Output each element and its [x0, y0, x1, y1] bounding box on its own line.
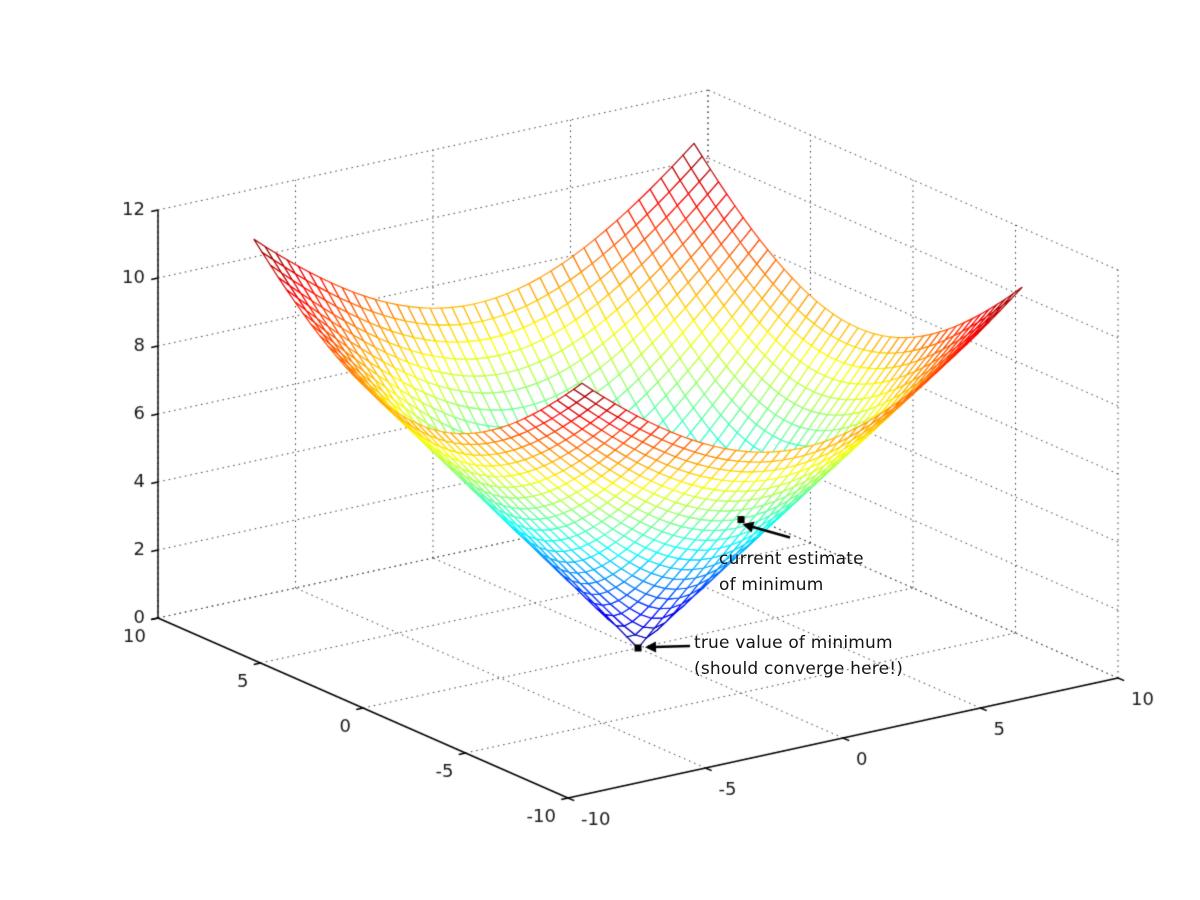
annotation-text-line: of minimum	[719, 574, 824, 595]
annotation-text-line: (should converge here!)	[694, 659, 904, 679]
annotation-text-line: current estimate	[719, 548, 864, 569]
annotation-true-minimum: true value of minimum (should converge h…	[694, 630, 903, 682]
annotation-current-estimate: current estimate of minimum	[719, 546, 864, 598]
annotation-text-line: true value of minimum	[694, 633, 893, 653]
